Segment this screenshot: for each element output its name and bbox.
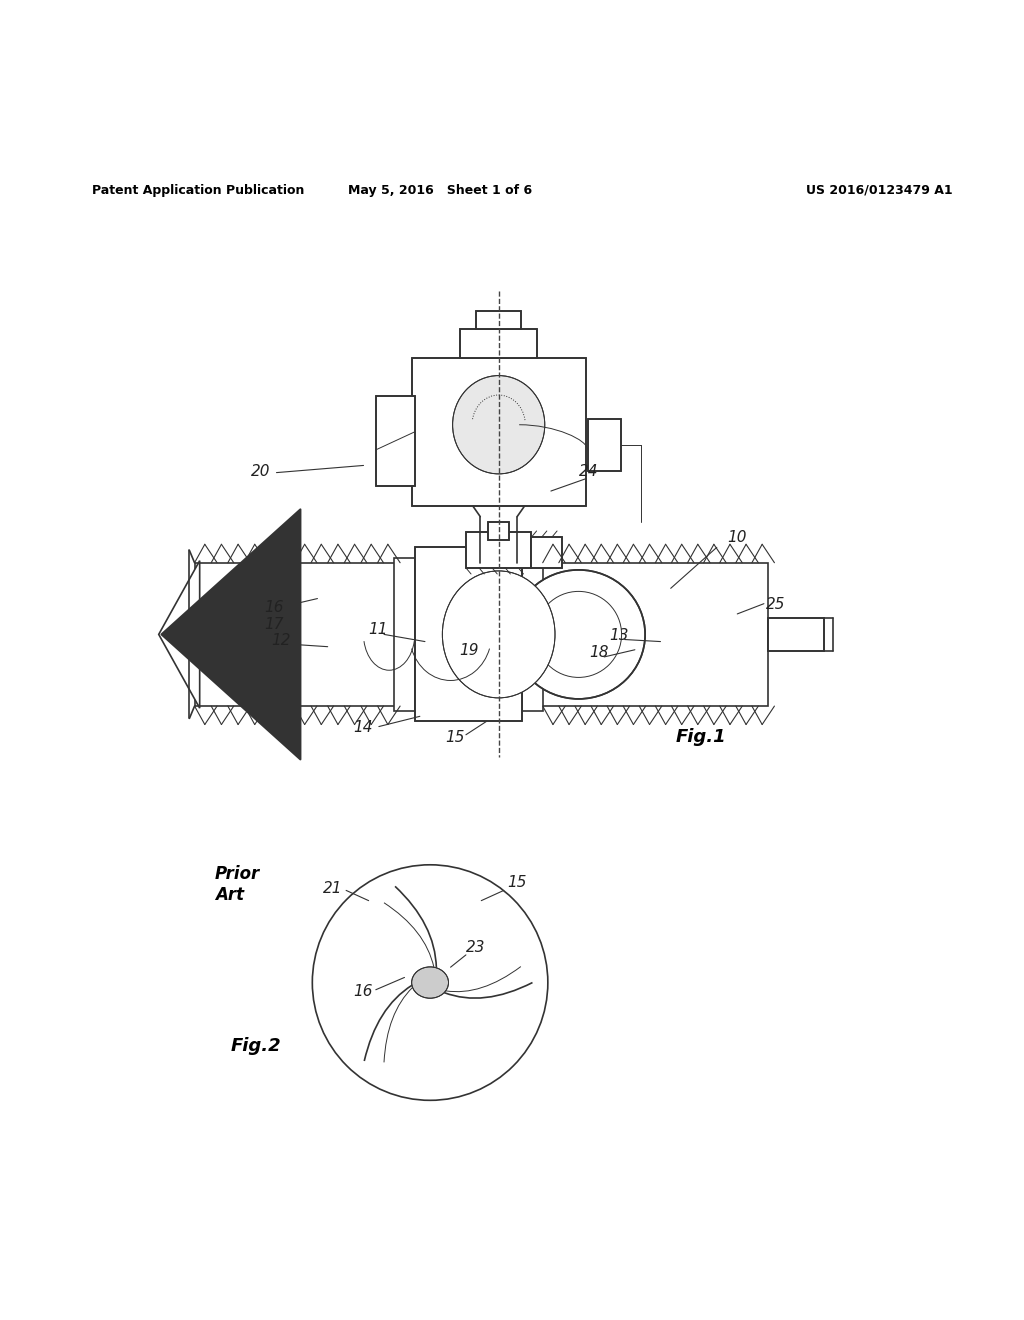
Bar [376,396,415,486]
Ellipse shape [442,572,555,698]
Text: 12: 12 [271,632,291,648]
Ellipse shape [412,966,449,998]
Bar [415,548,522,722]
Text: May 5, 2016   Sheet 1 of 6: May 5, 2016 Sheet 1 of 6 [348,183,532,197]
Text: US 2016/0123479 A1: US 2016/0123479 A1 [806,183,952,197]
Bar [588,420,621,470]
Text: 20: 20 [251,463,270,479]
Bar [376,396,415,486]
Text: 14: 14 [353,719,373,735]
Bar [461,329,537,358]
Text: 25: 25 [766,597,785,611]
Bar [195,562,768,706]
Bar [466,532,531,568]
Text: 18: 18 [589,645,608,660]
Bar [412,358,586,507]
Text: 15: 15 [445,730,465,744]
Polygon shape [159,561,225,708]
Text: 23: 23 [466,940,485,954]
Text: 17: 17 [264,618,284,632]
Text: 11: 11 [369,623,388,638]
Ellipse shape [453,376,545,474]
Text: 19: 19 [459,643,478,657]
Text: 24: 24 [579,463,598,479]
Bar [531,537,562,568]
Text: 16: 16 [264,599,284,615]
Bar [522,557,543,711]
Bar [768,618,824,651]
Bar [588,420,621,470]
Text: Prior
Art: Prior Art [215,865,260,904]
Text: 10: 10 [727,531,746,545]
Bar [466,532,531,568]
Text: 13: 13 [609,627,629,643]
Circle shape [312,865,548,1101]
Text: Patent Application Publication: Patent Application Publication [92,183,304,197]
Bar [531,537,562,568]
Text: Fig.2: Fig.2 [230,1038,281,1055]
Bar [768,618,824,651]
Bar [412,358,586,507]
Ellipse shape [512,570,645,698]
Text: Fig.1: Fig.1 [676,727,726,746]
Bar [476,310,521,329]
Text: 15: 15 [507,875,526,890]
Bar [476,310,521,329]
Bar [488,521,509,540]
Text: 21: 21 [323,882,342,896]
Bar [461,329,537,358]
Bar [488,521,509,540]
Text: 16: 16 [353,983,373,999]
Bar [394,557,415,711]
Bar [415,548,522,722]
